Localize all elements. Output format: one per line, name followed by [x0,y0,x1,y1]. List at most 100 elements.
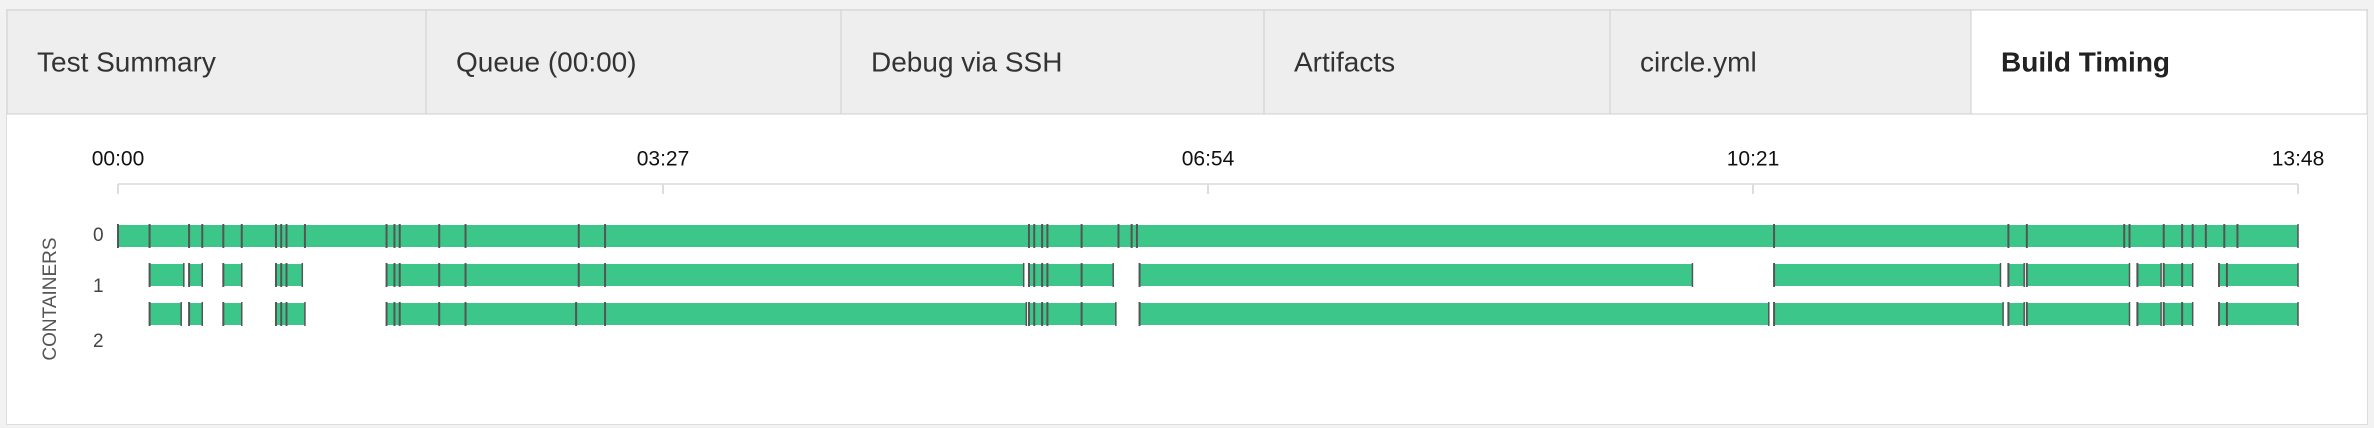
tab[interactable]: Queue (00:00) [425,10,842,115]
tab[interactable]: Artifacts [1263,10,1611,115]
step-bar[interactable] [1034,303,1043,325]
step-bar[interactable] [223,264,242,286]
step-bar[interactable] [576,303,606,325]
step-bar[interactable] [2008,303,2025,325]
step-bar[interactable] [2008,225,2027,247]
step-bar[interactable] [2226,264,2298,286]
step-bar[interactable] [149,225,190,247]
step-bar[interactable] [149,303,182,325]
step-bar[interactable] [605,264,1024,286]
step-bar[interactable] [241,225,276,247]
step-bar[interactable] [202,225,224,247]
step-bar[interactable] [1131,225,1137,247]
step-bar[interactable] [1139,264,1693,286]
step-bar[interactable] [2182,264,2193,286]
step-bar[interactable] [286,225,305,247]
x-tick-label: 00:00 [92,148,145,171]
step-bar[interactable] [281,225,287,247]
step-bar[interactable] [2163,303,2183,325]
step-bar[interactable] [275,225,282,247]
step-bar[interactable] [223,303,242,325]
step-bar[interactable] [149,264,184,286]
step-bar[interactable] [439,303,466,325]
step-bar[interactable] [605,225,1029,247]
step-bar[interactable] [394,225,400,247]
tab[interactable]: circle.yml [1609,10,1972,115]
step-bar[interactable] [1774,303,2004,325]
step-bar[interactable] [386,264,395,286]
step-bar[interactable] [1139,303,1769,325]
step-bar[interactable] [1042,303,1048,325]
step-bar[interactable] [2137,264,2162,286]
step-bar[interactable] [2182,303,2193,325]
step-bar[interactable] [1042,264,1048,286]
step-bar[interactable] [394,264,400,286]
step-bar[interactable] [2219,264,2227,286]
step-bar[interactable] [2192,225,2206,247]
step-bar[interactable] [1047,225,1082,247]
step-bar[interactable] [2163,225,2183,247]
tab-background [425,10,842,115]
step-bar[interactable] [2224,225,2238,247]
step-bar[interactable] [399,225,440,247]
step-bar[interactable] [605,303,1027,325]
step-bar[interactable] [1034,264,1043,286]
step-bar[interactable] [2026,225,2125,247]
step-bar[interactable] [2219,303,2227,325]
step-bar[interactable] [2026,303,2130,325]
step-bar[interactable] [1028,264,1035,286]
step-bar[interactable] [281,264,287,286]
step-bar[interactable] [578,225,606,247]
step-bar[interactable] [2226,303,2298,325]
step-bar[interactable] [1047,303,1082,325]
step-bar[interactable] [465,303,577,325]
step-bar[interactable] [2124,225,2130,247]
step-bar[interactable] [1047,264,1082,286]
step-bar[interactable] [2205,225,2225,247]
step-bar[interactable] [286,303,305,325]
step-bar[interactable] [2237,225,2298,247]
step-bar[interactable] [1774,225,2009,247]
step-bar[interactable] [1028,303,1035,325]
step-bar[interactable] [223,225,242,247]
step-bar[interactable] [1042,225,1048,247]
step-bar[interactable] [386,225,395,247]
step-bar[interactable] [275,264,282,286]
tab[interactable]: Build Timing [1970,10,2367,115]
step-bar[interactable] [578,264,606,286]
step-bar[interactable] [118,225,150,247]
step-bar[interactable] [189,303,203,325]
step-bar[interactable] [399,303,440,325]
step-bar[interactable] [439,225,466,247]
step-bar[interactable] [394,303,400,325]
step-bar[interactable] [1118,225,1132,247]
step-bar[interactable] [1081,225,1119,247]
container-label: 0 [93,225,104,246]
step-bar[interactable] [465,225,579,247]
step-bar[interactable] [2182,225,2193,247]
step-bar[interactable] [1081,303,1116,325]
step-bar[interactable] [2137,303,2162,325]
step-bar[interactable] [1034,225,1043,247]
step-bar[interactable] [2163,264,2183,286]
build-timing-view: Test Summary Queue (00:00) Debug via SSH Ar… [7,10,2367,361]
step-bar[interactable] [189,264,203,286]
step-bar[interactable] [1774,264,2001,286]
step-bar[interactable] [399,264,440,286]
step-bar[interactable] [2026,264,2130,286]
step-bar[interactable] [465,264,579,286]
step-bar[interactable] [439,264,466,286]
step-bar[interactable] [1136,225,1775,247]
step-bar[interactable] [1028,225,1035,247]
step-bar[interactable] [275,303,282,325]
step-bar[interactable] [281,303,287,325]
step-bar[interactable] [189,225,203,247]
step-bar[interactable] [304,225,387,247]
step-bar[interactable] [286,264,303,286]
tab[interactable]: Debug via SSH [840,10,1265,115]
step-bar[interactable] [2129,225,2164,247]
step-bar[interactable] [2008,264,2025,286]
tab[interactable]: Test Summary [7,10,427,115]
step-bar[interactable] [1081,264,1114,286]
step-bar[interactable] [386,303,395,325]
